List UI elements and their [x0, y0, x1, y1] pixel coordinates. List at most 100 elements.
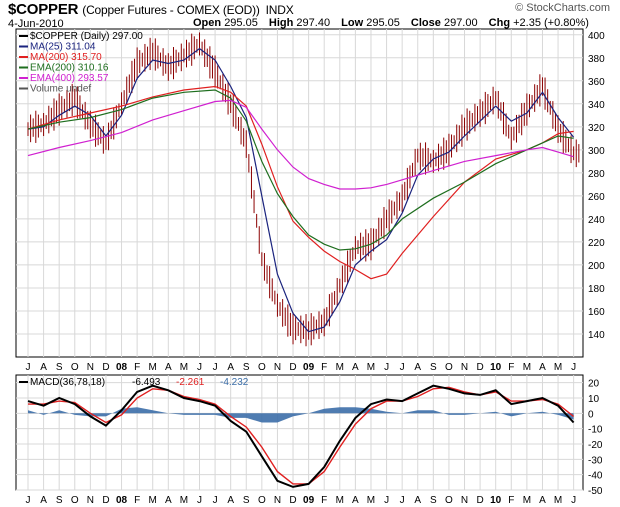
price-ytick-label: 360	[588, 77, 605, 88]
price-xtick-label: N	[274, 362, 281, 373]
price-ytick-label: 260	[588, 192, 605, 203]
macd-xtick-label: S	[430, 495, 437, 506]
price-ytick-label: 380	[588, 54, 605, 65]
legend-label: EMA(400) 293.57	[30, 73, 109, 84]
price-xtick-label: A	[414, 362, 421, 373]
price-xtick-label: M	[554, 362, 562, 373]
macd-xtick-label: N	[461, 495, 468, 506]
macd-legend-value: -2.261	[176, 377, 205, 388]
price-ytick-label: 220	[588, 238, 605, 249]
macd-xtick-label: A	[352, 495, 359, 506]
macd-xtick-label: F	[134, 495, 140, 506]
price-ytick-label: 320	[588, 123, 605, 134]
macd-ytick-label: -20	[588, 440, 603, 451]
price-xtick-label: J	[26, 362, 31, 373]
price-xtick-label: A	[539, 362, 546, 373]
price-xtick-label: 10	[490, 362, 502, 373]
macd-legend-value: -6.493	[132, 377, 161, 388]
symbol-description: (Copper Futures - COMEX (EOD))	[82, 3, 260, 17]
macd-legend-label: MACD(36,78,18)	[30, 377, 105, 388]
high-value: 297.40	[296, 17, 331, 29]
series-line-ma-200-	[27, 85, 574, 280]
price-ytick-label: 180	[588, 284, 605, 295]
close-value: 297.00	[443, 17, 478, 29]
macd-xtick-label: J	[26, 495, 31, 506]
macd-xtick-label: M	[180, 495, 188, 506]
price-xtick-label: O	[445, 362, 453, 373]
price-ytick-label: 340	[588, 100, 605, 111]
price-xtick-label: A	[165, 362, 172, 373]
macd-xtick-label: M	[336, 495, 344, 506]
macd-histogram-area	[28, 407, 574, 423]
macd-xtick-label: M	[149, 495, 157, 506]
macd-ytick-label: -30	[588, 455, 603, 466]
macd-xtick-label: 10	[490, 495, 502, 506]
price-xtick-label: S	[56, 362, 63, 373]
macd-xtick-label: M	[367, 495, 375, 506]
macd-xtick-label: A	[539, 495, 546, 506]
ohlc-summary: Open 295.05 High 297.40 Low 295.05 Close…	[193, 17, 597, 29]
macd-xtick-label: J	[400, 495, 405, 506]
macd-xtick-label: O	[71, 495, 79, 506]
macd-xtick-label: A	[40, 495, 47, 506]
macd-xtick-label: M	[554, 495, 562, 506]
macd-xtick-label: J	[384, 495, 389, 506]
macd-ytick-label: -40	[588, 471, 603, 482]
macd-xtick-label: 08	[116, 495, 128, 506]
price-xtick-label: J	[197, 362, 202, 373]
stockcharts-brand: © StockCharts.com	[515, 2, 610, 14]
macd-xtick-label: J	[571, 495, 576, 506]
price-xtick-label: D	[102, 362, 109, 373]
low-value: 295.05	[366, 17, 400, 29]
macd-xtick-label: O	[258, 495, 266, 506]
price-xtick-label: J	[384, 362, 389, 373]
macd-line	[27, 384, 575, 488]
macd-xtick-label: 09	[303, 495, 315, 506]
price-xtick-label: 09	[303, 362, 315, 373]
macd-xtick-label: A	[165, 495, 172, 506]
price-xtick-label: A	[352, 362, 359, 373]
price-ytick-label: 280	[588, 169, 605, 180]
macd-xtick-label: O	[445, 495, 453, 506]
macd-xtick-label: D	[476, 495, 483, 506]
price-xtick-label: F	[134, 362, 140, 373]
chart-title: $COPPER (Copper Futures - COMEX (EOD)) IND…	[8, 1, 294, 18]
price-xtick-label: A	[40, 362, 47, 373]
price-xtick-label: M	[149, 362, 157, 373]
price-xtick-label: D	[289, 362, 296, 373]
price-ytick-label: 400	[588, 31, 605, 42]
macd-ytick-label: -50	[588, 486, 603, 497]
price-xtick-label: 08	[116, 362, 128, 373]
macd-ytick-label: 10	[588, 394, 600, 405]
price-xtick-label: N	[87, 362, 94, 373]
macd-xtick-label: M	[523, 495, 531, 506]
series-line-ma-25-	[27, 47, 575, 333]
price-xtick-label: A	[227, 362, 234, 373]
macd-xtick-label: N	[87, 495, 94, 506]
price-ytick-label: 240	[588, 215, 605, 226]
price-xtick-label: M	[336, 362, 344, 373]
series-line-ema-200-	[27, 89, 574, 251]
macd-xtick-label: F	[321, 495, 327, 506]
price-ytick-label: 300	[588, 146, 605, 157]
price-xtick-label: M	[523, 362, 531, 373]
exchange: INDX	[265, 3, 294, 17]
macd-xtick-label: A	[414, 495, 421, 506]
macd-xtick-label: S	[56, 495, 63, 506]
legend-label: MA(25) 311.04	[30, 42, 96, 53]
price-ytick-label: 140	[588, 330, 605, 341]
macd-ytick-label: -10	[588, 425, 603, 436]
chart-date: 4-Jun-2010	[8, 18, 64, 30]
price-xtick-label: O	[71, 362, 79, 373]
macd-xtick-label: D	[289, 495, 296, 506]
close-label: Close	[410, 17, 441, 29]
legend-label: Volume undef	[30, 84, 91, 95]
price-xtick-label: F	[321, 362, 327, 373]
price-xtick-label: N	[461, 362, 468, 373]
price-xtick-label: S	[430, 362, 437, 373]
price-ytick-label: 200	[588, 261, 605, 272]
price-xtick-label: J	[571, 362, 576, 373]
macd-ytick-label: 0	[588, 409, 594, 420]
